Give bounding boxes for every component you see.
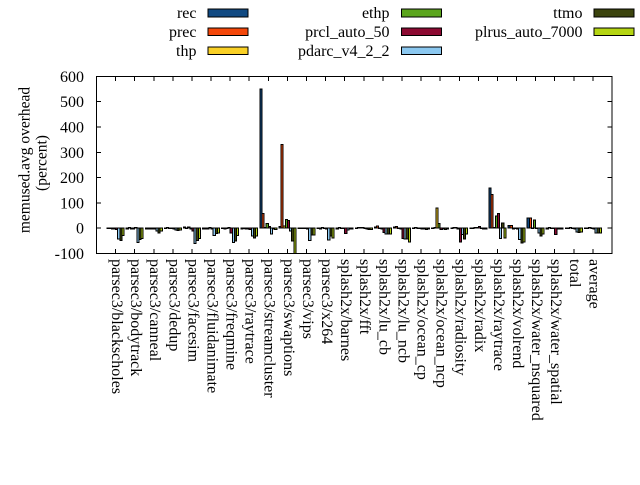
svg-text:thp: thp <box>176 43 196 60</box>
svg-text:100: 100 <box>60 195 84 212</box>
svg-text:parsec3/bodytrack: parsec3/bodytrack <box>127 259 144 376</box>
svg-text:parsec3/canneal: parsec3/canneal <box>146 259 163 362</box>
svg-text:plrus_auto_7000: plrus_auto_7000 <box>475 24 583 41</box>
svg-text:splash2x/water_spatial: splash2x/water_spatial <box>547 259 564 405</box>
svg-text:600: 600 <box>60 69 84 86</box>
svg-text:prec: prec <box>169 24 197 41</box>
svg-text:parsec3/freqmine: parsec3/freqmine <box>223 259 240 370</box>
svg-text:total: total <box>566 259 583 288</box>
svg-text:splash2x/barnes: splash2x/barnes <box>337 259 354 361</box>
svg-text:ethp: ethp <box>362 5 390 22</box>
svg-text:average: average <box>585 259 602 309</box>
svg-text:parsec3/blackscholes: parsec3/blackscholes <box>108 259 125 394</box>
svg-text:parsec3/dedup: parsec3/dedup <box>165 259 182 351</box>
svg-text:parsec3/x264: parsec3/x264 <box>318 259 335 344</box>
svg-text:300: 300 <box>60 145 84 162</box>
svg-text:splash2x/radix: splash2x/radix <box>471 259 488 352</box>
svg-text:splash2x/lu_ncb: splash2x/lu_ncb <box>394 259 411 363</box>
svg-text:(percent): (percent) <box>34 135 51 191</box>
svg-text:500: 500 <box>60 94 84 111</box>
svg-text:splash2x/volrend: splash2x/volrend <box>509 259 526 368</box>
svg-text:rec: rec <box>177 5 197 22</box>
svg-text:splash2x/radiosity: splash2x/radiosity <box>452 259 469 375</box>
svg-text:splash2x/lu_cb: splash2x/lu_cb <box>375 259 392 355</box>
svg-text:parsec3/facesim: parsec3/facesim <box>184 259 201 363</box>
svg-text:400: 400 <box>60 120 84 137</box>
svg-text:parsec3/swaptions: parsec3/swaptions <box>280 259 297 376</box>
svg-text:0: 0 <box>76 221 84 238</box>
svg-text:splash2x/raytrace: splash2x/raytrace <box>490 259 507 371</box>
svg-text:splash2x/fft: splash2x/fft <box>356 259 373 335</box>
svg-text:parsec3/streamcluster: parsec3/streamcluster <box>261 259 278 398</box>
svg-text:-100: -100 <box>55 246 84 263</box>
svg-text:parsec3/vips: parsec3/vips <box>299 259 316 339</box>
svg-text:parsec3/fluidanimate: parsec3/fluidanimate <box>203 259 220 393</box>
svg-text:splash2x/ocean_cp: splash2x/ocean_cp <box>413 259 430 380</box>
svg-text:splash2x/ocean_ncp: splash2x/ocean_ncp <box>433 259 450 388</box>
svg-text:pdarc_v4_2_2: pdarc_v4_2_2 <box>298 43 390 60</box>
svg-text:memused.avg overhead: memused.avg overhead <box>17 87 34 234</box>
svg-text:ttmo: ttmo <box>553 5 582 22</box>
svg-text:200: 200 <box>60 170 84 187</box>
svg-text:parsec3/raytrace: parsec3/raytrace <box>242 259 259 364</box>
svg-text:prcl_auto_50: prcl_auto_50 <box>305 24 389 41</box>
svg-text:splash2x/water_nsquared: splash2x/water_nsquared <box>528 259 545 421</box>
